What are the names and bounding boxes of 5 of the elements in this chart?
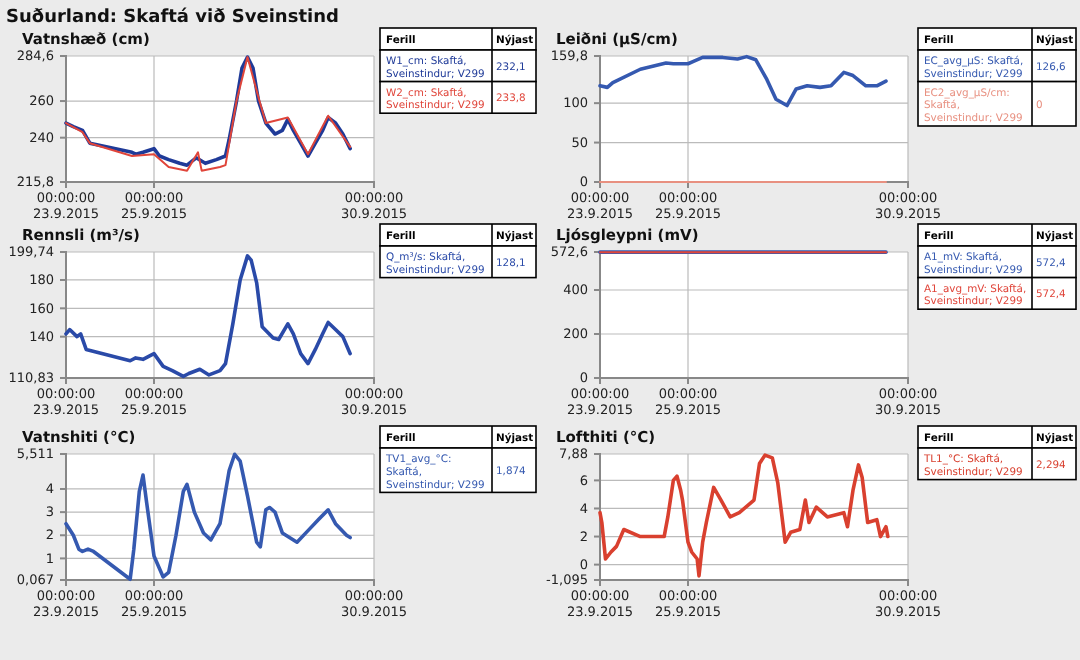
line-series — [64, 254, 352, 379]
line-series — [598, 453, 890, 578]
chart-title: Suðurland: Skaftá við Sveinstind — [6, 6, 339, 28]
line-series — [64, 452, 352, 582]
line-series — [598, 54, 888, 108]
